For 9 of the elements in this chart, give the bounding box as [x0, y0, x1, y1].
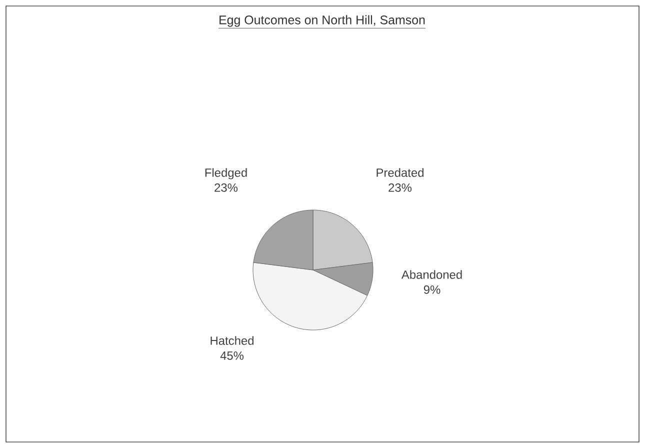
chart-title: Egg Outcomes on North Hill, Samson — [220, 15, 425, 27]
slice-label: Hatched — [210, 336, 254, 345]
data-label: 23% — [214, 183, 238, 192]
data-label: 45% — [220, 351, 244, 360]
slice-label: Fledged — [205, 168, 247, 180]
slice-label: Predated — [376, 168, 424, 177]
data-label: 23% — [388, 183, 412, 192]
data-label: 9% — [424, 285, 440, 294]
slice-label: Abandoned — [401, 270, 462, 279]
